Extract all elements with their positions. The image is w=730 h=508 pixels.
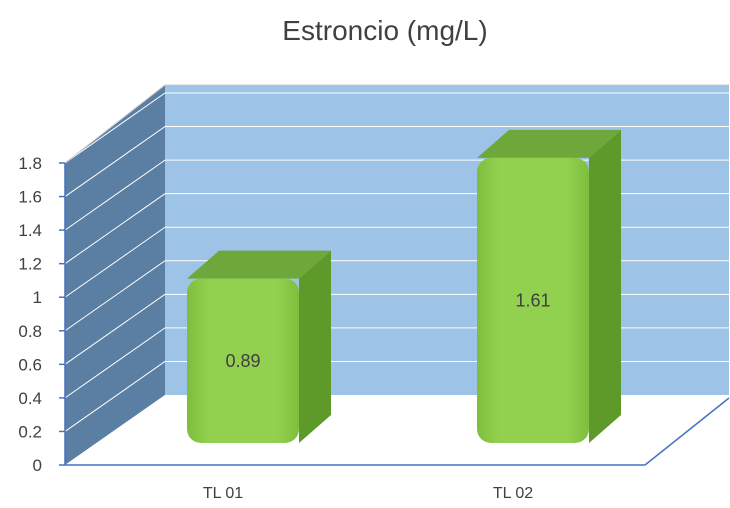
y-axis-ticks: 0 0.2 0.4 0.6 0.8 1 1.2 1.4 1.6 1.8 — [18, 154, 65, 475]
gridline-side — [64, 260, 166, 332]
y-tick-label: 0 — [33, 456, 42, 475]
x-tick-label: TL 01 — [203, 485, 243, 502]
gridline-side — [64, 159, 166, 231]
gridline-side — [64, 226, 166, 298]
gridline-side — [64, 293, 166, 365]
gridline-side — [64, 92, 166, 164]
floor — [65, 395, 729, 465]
gridline-side — [64, 193, 166, 265]
y-tick-label: 1.4 — [18, 221, 42, 240]
bar-2: 1.61 — [477, 129, 621, 443]
y-tick-label: 1.6 — [18, 188, 42, 207]
plot-walls — [65, 85, 729, 465]
x-tick-label: TL 02 — [493, 485, 533, 502]
bar-value-label: 1.61 — [515, 290, 550, 310]
y-tick-label: 0.4 — [18, 389, 42, 408]
bars: 0.89 1.61 — [187, 129, 621, 443]
side-wall-top-edge — [64, 84, 166, 164]
bar-front — [187, 278, 299, 443]
y-tick-label: 0.2 — [18, 422, 42, 441]
gridline-side — [64, 327, 166, 399]
gridline-side — [64, 361, 166, 432]
y-tick-label: 1.2 — [18, 255, 42, 274]
side-wall — [65, 85, 165, 465]
bar-1: 0.89 — [187, 250, 331, 443]
y-tick-label: 1.8 — [18, 154, 42, 173]
floor-edge-right — [644, 397, 730, 466]
gridlines — [64, 92, 729, 432]
bar-top — [477, 129, 621, 158]
bar-front — [477, 157, 589, 443]
bar-top — [187, 250, 331, 279]
y-tick-label: 1 — [33, 288, 42, 307]
chart-title: Estroncio (mg/L) — [282, 15, 487, 46]
axis-lines — [64, 84, 730, 466]
gridline-side — [64, 126, 166, 197]
y-tick-label: 0.8 — [18, 322, 42, 341]
bar-value-label: 0.89 — [225, 351, 260, 371]
bar-side — [299, 250, 331, 443]
bar-side — [589, 129, 621, 443]
x-axis-labels: TL 01 TL 02 — [203, 485, 533, 502]
y-tick-label: 0.6 — [18, 355, 42, 374]
